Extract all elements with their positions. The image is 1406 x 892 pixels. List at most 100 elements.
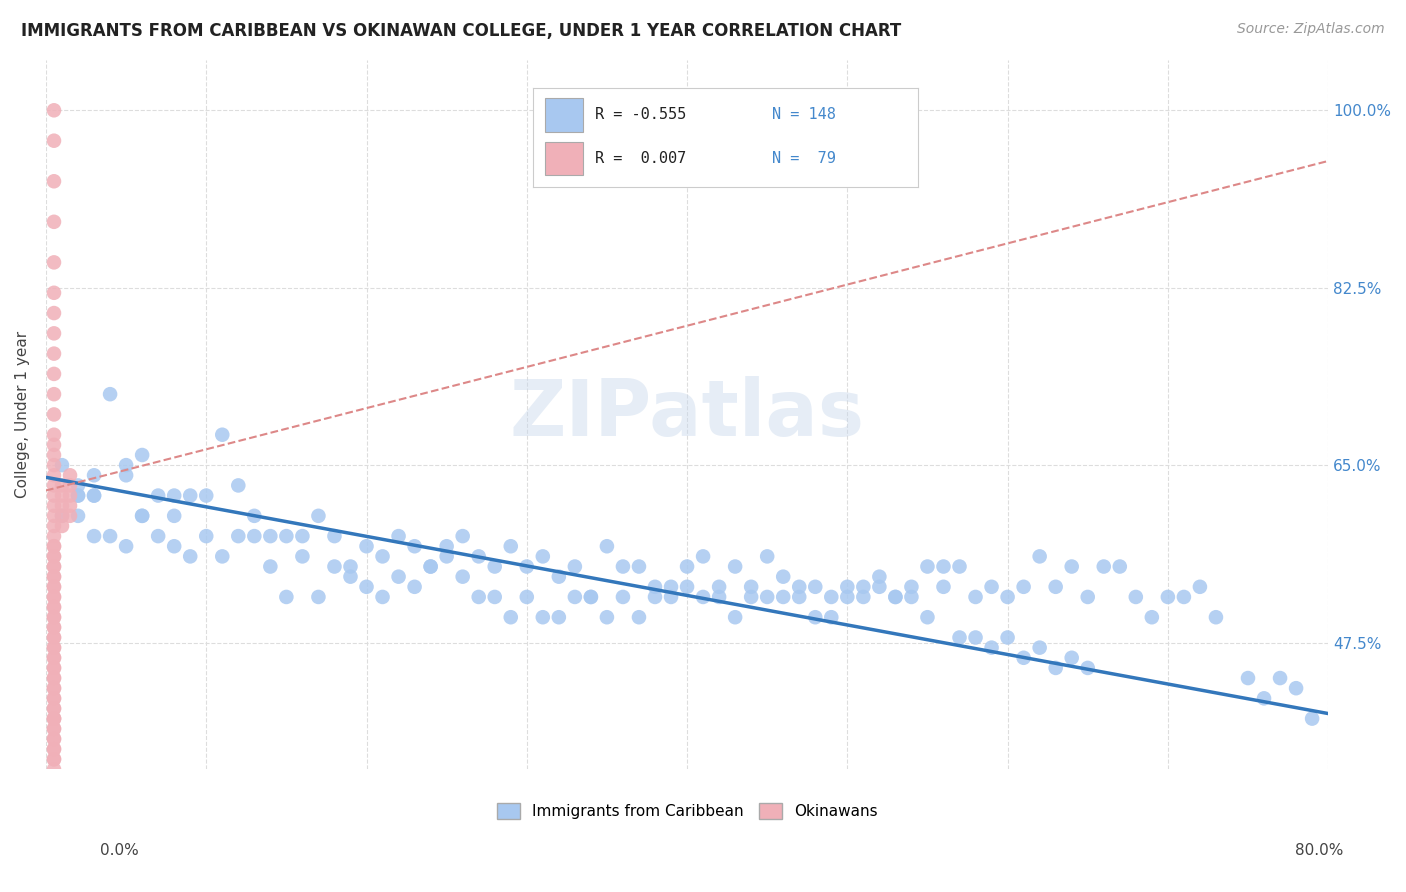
Point <box>42 580 65 594</box>
Point <box>42 549 65 564</box>
Point <box>42 722 65 736</box>
Point <box>884 590 907 604</box>
Point <box>644 590 666 604</box>
Point <box>356 580 378 594</box>
Point <box>644 580 666 594</box>
Point <box>42 600 65 615</box>
Point <box>42 681 65 696</box>
Point <box>51 508 73 523</box>
Point <box>980 580 1002 594</box>
Point <box>276 590 298 604</box>
Point <box>59 499 82 513</box>
Point <box>211 549 233 564</box>
Point <box>259 559 281 574</box>
Text: ZIPatlas: ZIPatlas <box>509 376 865 452</box>
Point <box>42 559 65 574</box>
Point <box>98 529 121 543</box>
Point <box>42 650 65 665</box>
Point <box>404 580 426 594</box>
Point <box>596 539 619 553</box>
Point <box>42 671 65 685</box>
Point <box>436 539 458 553</box>
Point <box>1205 610 1227 624</box>
Point <box>659 580 682 594</box>
Point <box>436 549 458 564</box>
Y-axis label: College, Under 1 year: College, Under 1 year <box>15 331 30 498</box>
Point <box>467 549 489 564</box>
Point <box>195 489 218 503</box>
Point <box>42 640 65 655</box>
Point <box>820 610 842 624</box>
Point <box>42 539 65 553</box>
Point <box>42 306 65 320</box>
Point <box>356 539 378 553</box>
Point <box>42 580 65 594</box>
Point <box>756 590 779 604</box>
Point <box>531 549 554 564</box>
Point <box>852 580 875 594</box>
Point <box>484 559 506 574</box>
Point <box>1045 580 1067 594</box>
Point <box>42 346 65 360</box>
Point <box>42 671 65 685</box>
Point <box>676 580 699 594</box>
Point <box>42 590 65 604</box>
Point <box>837 580 859 594</box>
Point <box>820 590 842 604</box>
Point <box>900 590 922 604</box>
Point <box>772 590 794 604</box>
Point <box>787 590 810 604</box>
Point <box>451 529 474 543</box>
Point <box>42 691 65 706</box>
Point <box>387 529 409 543</box>
Point <box>59 489 82 503</box>
Point <box>1012 650 1035 665</box>
Point <box>900 580 922 594</box>
Point <box>51 478 73 492</box>
Point <box>1237 671 1260 685</box>
Point <box>419 559 441 574</box>
Legend: Immigrants from Caribbean, Okinawans: Immigrants from Caribbean, Okinawans <box>491 797 883 825</box>
Point <box>419 559 441 574</box>
Point <box>707 590 730 604</box>
Point <box>42 620 65 634</box>
Point <box>42 661 65 675</box>
Point <box>66 478 89 492</box>
Point <box>404 539 426 553</box>
Point <box>163 539 186 553</box>
Point <box>42 712 65 726</box>
Point <box>997 590 1019 604</box>
Point <box>917 559 939 574</box>
Point <box>131 508 153 523</box>
Point <box>42 408 65 422</box>
Point <box>42 569 65 583</box>
Point <box>42 174 65 188</box>
Point <box>42 499 65 513</box>
Point <box>179 549 201 564</box>
Point <box>51 508 73 523</box>
Point <box>163 508 186 523</box>
Point <box>42 752 65 766</box>
Point <box>339 569 361 583</box>
Point <box>42 712 65 726</box>
Point <box>195 529 218 543</box>
Point <box>42 559 65 574</box>
Text: 80.0%: 80.0% <box>1295 843 1343 858</box>
Point <box>323 529 346 543</box>
Point <box>83 529 105 543</box>
Point <box>627 610 650 624</box>
Point <box>115 468 138 483</box>
Point <box>42 701 65 715</box>
Point <box>42 458 65 472</box>
Point <box>42 620 65 634</box>
Point <box>1188 580 1211 594</box>
Point <box>547 610 569 624</box>
Point <box>51 499 73 513</box>
Point <box>42 285 65 300</box>
Point <box>1060 559 1083 574</box>
Point <box>42 367 65 381</box>
Point <box>42 590 65 604</box>
Point <box>516 590 538 604</box>
Point <box>42 529 65 543</box>
Point <box>51 489 73 503</box>
